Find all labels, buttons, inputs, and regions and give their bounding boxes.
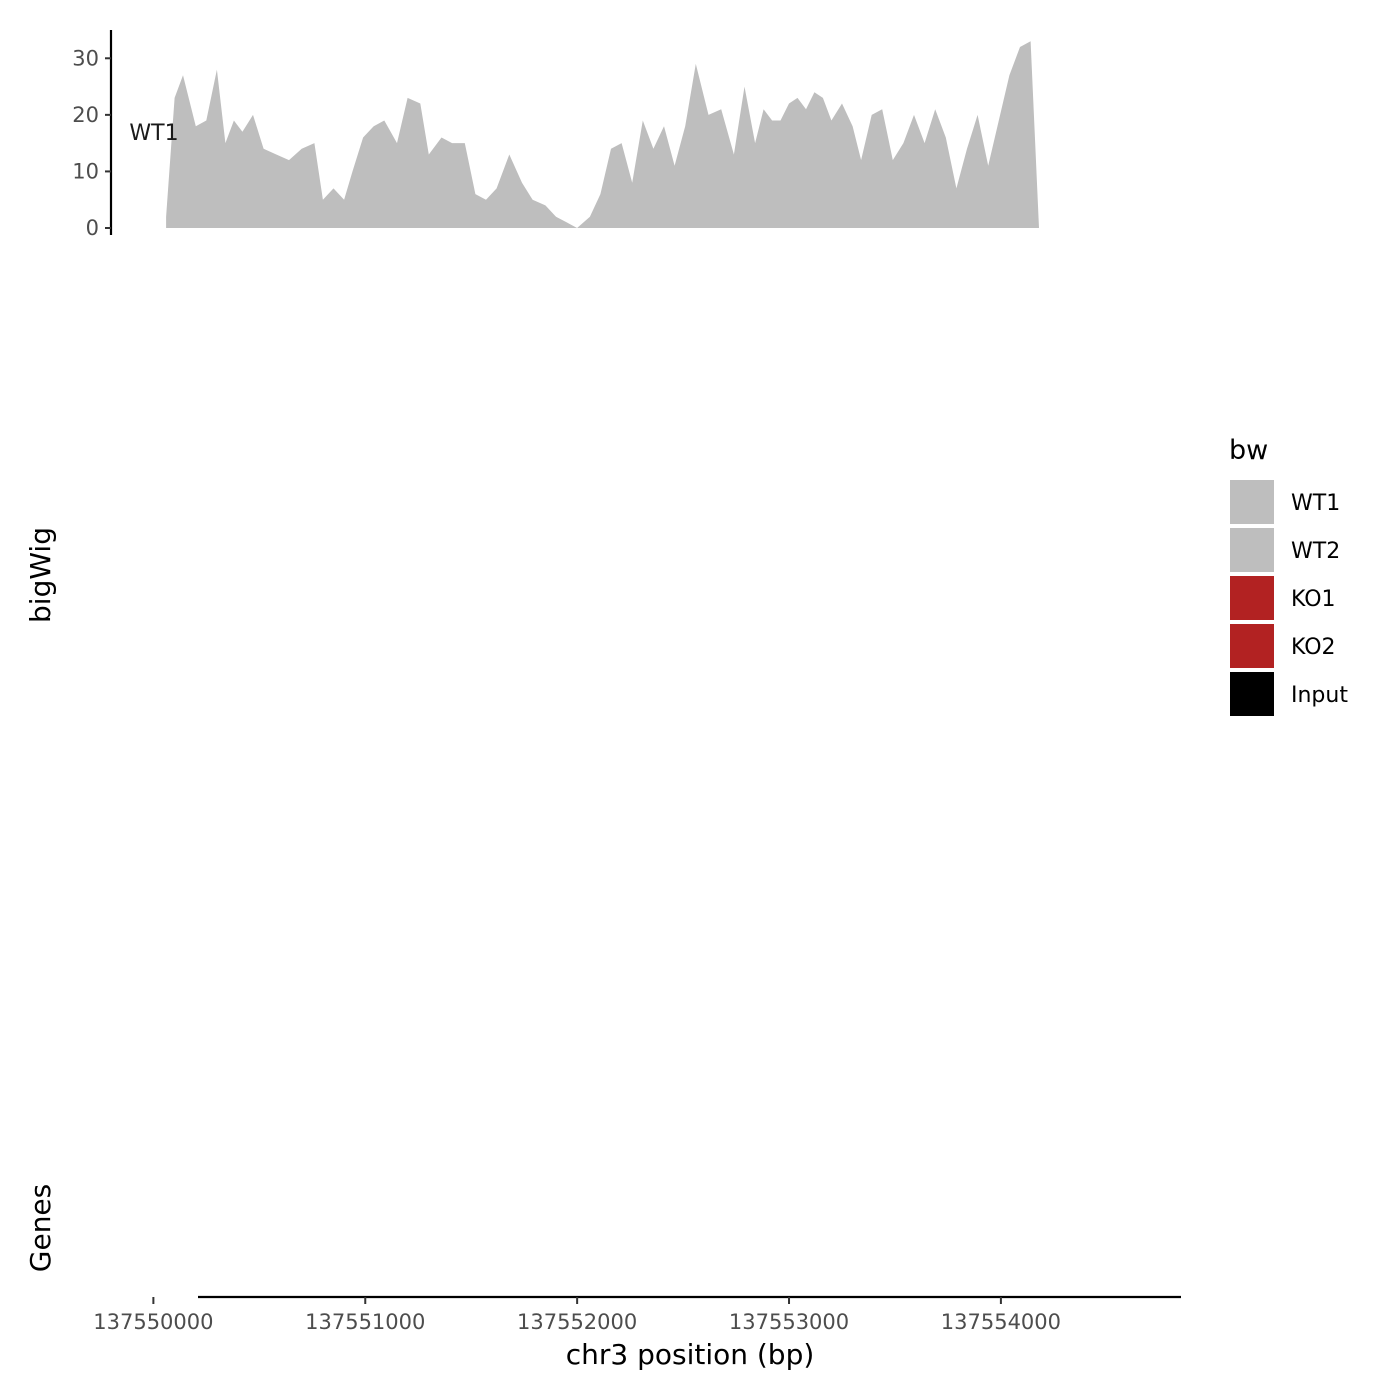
y-axis-title: bigWig [24,527,57,623]
x-tick-label: 137553000 [729,1310,849,1334]
bigwig-tracks: 0 10 20 30 WT1 [72,30,1124,240]
legend-label: KO2 [1291,635,1336,660]
x-axis-title: chr3 position (bp) [566,1338,815,1371]
y-tick-label: 30 [72,46,99,70]
legend-key [1230,672,1274,716]
genes-axis-title: Genes [24,1184,57,1272]
x-tick-label: 137551000 [305,1310,425,1334]
track-label-wt1: WT1 [129,121,178,146]
legend-label: KO1 [1291,587,1336,612]
legend-key [1230,624,1274,668]
legend-label: WT2 [1291,539,1340,564]
y-tick-label: 10 [72,159,99,183]
y-tick-label: 0 [86,216,99,240]
area-wt1 [166,41,1124,228]
legend-key [1230,576,1274,620]
legend-item-wt1: WT1 [1230,480,1340,524]
legend-title: bw [1229,435,1268,466]
x-axis: 137550000 137551000 137552000 137553000 1375… [93,1295,1181,1334]
legend-key [1230,480,1274,524]
legend-item-wt2: WT2 [1230,528,1340,572]
x-tick-label: 137550000 [93,1310,213,1334]
track-wt1: 0 10 20 30 WT1 [72,30,1124,240]
legend-label: WT1 [1291,491,1340,516]
legend: bw WT1 WT2 KO1 KO2 Input [1229,435,1348,716]
legend-item-ko1: KO1 [1230,576,1336,620]
legend-key [1230,528,1274,572]
x-tick-label: 137554000 [941,1310,1061,1334]
x-tick-label: 137552000 [517,1310,637,1334]
legend-item-input: Input [1230,672,1348,716]
legend-label: Input [1291,683,1348,708]
y-tick-label: 20 [72,103,99,127]
legend-item-ko2: KO2 [1230,624,1336,668]
